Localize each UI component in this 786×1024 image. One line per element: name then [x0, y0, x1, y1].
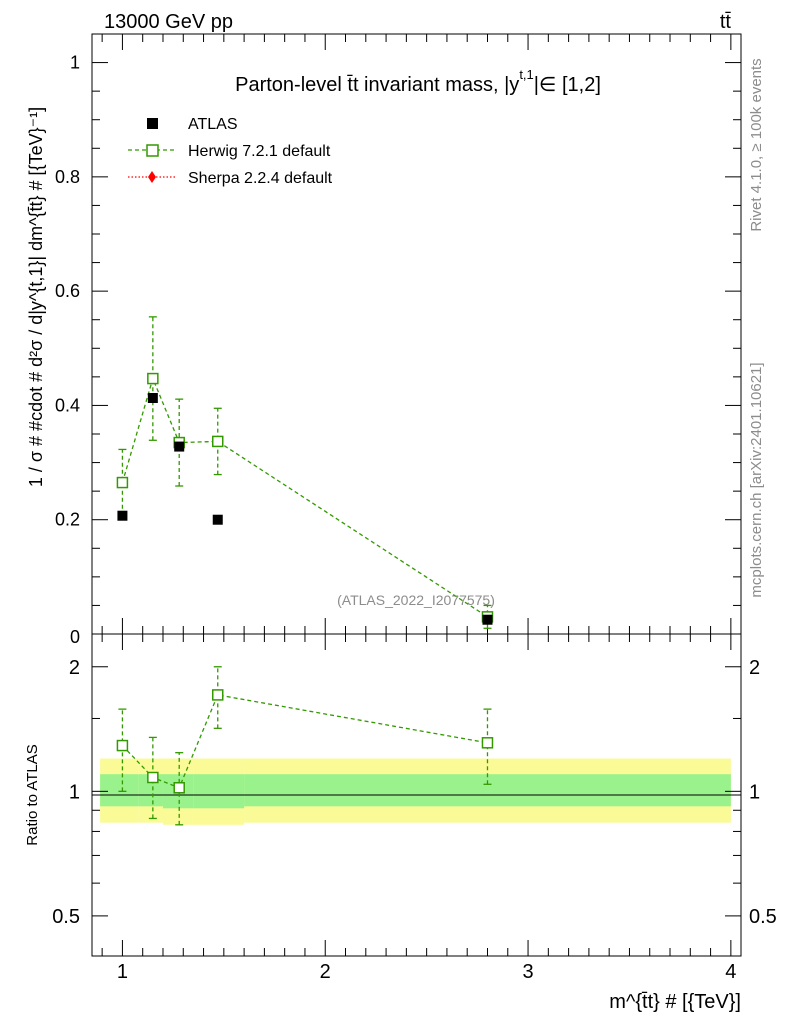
- herwig-point: [147, 372, 159, 385]
- herwig-point: [211, 435, 224, 448]
- ratio-y-tick-label-right: 2: [749, 657, 760, 679]
- rivet-label: Rivet 4.1.0, ≥ 100k events: [748, 58, 765, 231]
- main-y-tick-label: 0.6: [55, 281, 80, 301]
- herwig-ratio-point: [116, 739, 129, 752]
- main-y-tick-label: 1: [70, 53, 80, 73]
- herwig-ratio-point: [211, 689, 224, 701]
- legend-herwig-label: Herwig 7.2.1 default: [188, 143, 331, 160]
- main-axis-ticks: 0.2 0.4 0.6 0.8 1: [55, 34, 741, 634]
- energy-label: 13000 GeV pp: [104, 11, 233, 33]
- herwig-series: [116, 316, 494, 629]
- plot-title: Parton-level t̄t invariant mass, |yt,1|∈…: [235, 67, 601, 96]
- x-tick-label: 1: [117, 961, 128, 983]
- inner-uncertainty-band: [193, 774, 245, 809]
- atlas-point: [174, 441, 185, 452]
- ratio-y-tick-label: 0.5: [52, 906, 80, 928]
- ratio-y-tick-label-right: 1: [749, 781, 760, 803]
- herwig-ratio-series: [116, 666, 494, 826]
- atlas-point: [212, 514, 223, 525]
- herwig-ratio-point: [173, 782, 185, 794]
- y-zero-label: 0: [70, 627, 80, 647]
- ratio-y-axis-label: Ratio to ATLAS: [24, 744, 41, 845]
- ratio-frame: [91, 633, 742, 957]
- herwig-point: [116, 476, 129, 489]
- herwig-ratio-point: [147, 771, 159, 784]
- x-tick-label: 4: [725, 961, 736, 983]
- x-tick-label: 3: [522, 961, 533, 983]
- atlas-point: [482, 614, 493, 625]
- ratio-y-tick-label-right: 0.5: [749, 906, 777, 928]
- x-tick-label: 2: [320, 961, 331, 983]
- legend-sherpa-marker: [148, 171, 156, 183]
- legend: ATLAS Herwig 7.2.1 default Sherpa 2.2.4 …: [128, 116, 333, 187]
- legend-atlas-label: ATLAS: [188, 116, 238, 133]
- legend-herwig-marker: [146, 144, 159, 157]
- legend-sherpa-label: Sherpa 2.2.4 default: [188, 170, 333, 187]
- herwig-ratio-point: [481, 737, 494, 749]
- main-y-tick-label: 0.8: [55, 167, 80, 187]
- source-label: mcplots.cern.ch [arXiv:2401.10621]: [748, 362, 765, 597]
- ratio-y-tick-label: 2: [69, 657, 80, 679]
- main-panel: 0.2 0.4 0.6 0.8 1 Parton-level t̄t invariant…: [26, 33, 742, 647]
- main-y-tick-label: 0.4: [55, 395, 80, 415]
- main-y-tick-label: 0.2: [55, 510, 80, 530]
- inner-uncertainty-band: [100, 774, 139, 807]
- inner-uncertainty-band: [244, 774, 731, 807]
- atlas-point: [147, 393, 158, 403]
- herwig-line: [121, 376, 488, 618]
- legend-atlas-marker: [147, 118, 158, 129]
- ratio-y-tick-label: 1: [69, 781, 80, 803]
- process-label: tt̄: [720, 11, 732, 33]
- ratio-panel: 0.5 0.5 1 1 2 2 1 2 3 4 Ratio to ATLAS m^{t̄t} # …: [24, 633, 777, 1013]
- atlas-series: [117, 393, 493, 625]
- x-axis-label: m^{t̄t} # [{TeV}]: [609, 991, 741, 1013]
- atlas-point: [117, 510, 128, 521]
- uncertainty-bands: [100, 758, 731, 825]
- main-y-axis-label: 1 / σ # #cdot # d²σ / d|y^{t,1}| dm^{t̄t…: [26, 107, 46, 487]
- ratio-axis-ticks: 0.5 0.5 1 1 2 2 1 2 3 4: [52, 634, 777, 983]
